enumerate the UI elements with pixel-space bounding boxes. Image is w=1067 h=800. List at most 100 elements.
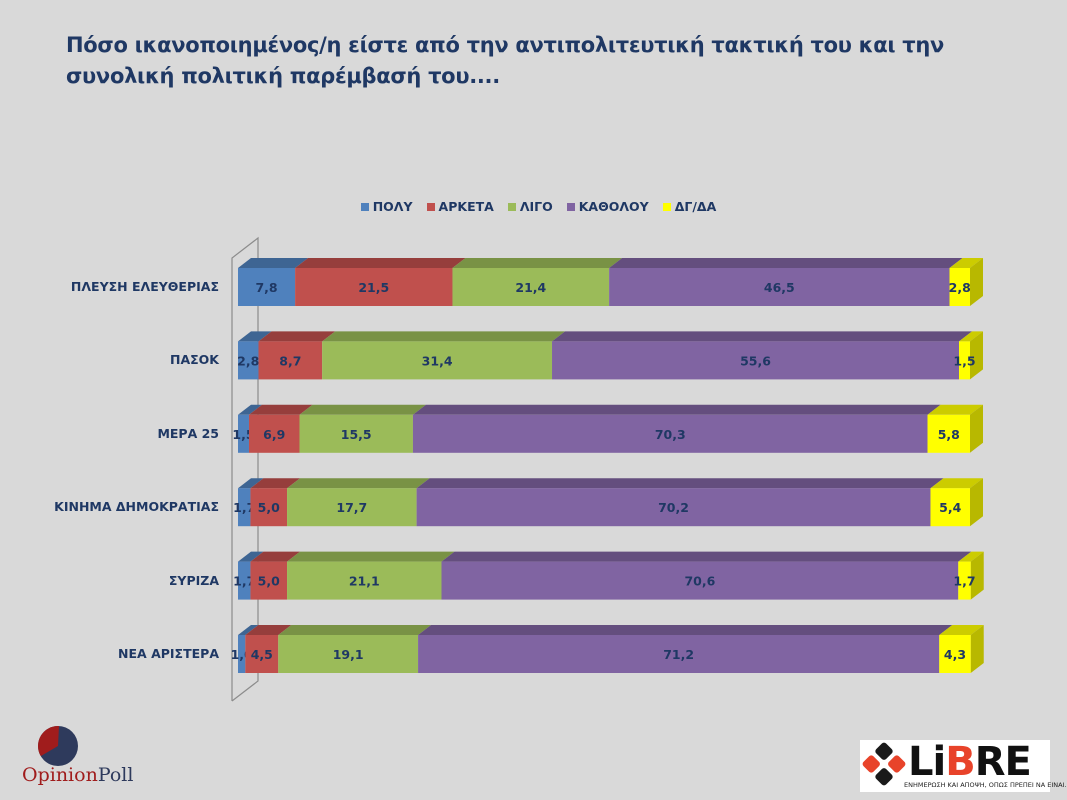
bar-top-face (299, 404, 426, 415)
bar-top-face (287, 478, 430, 489)
data-label: 70,3 (655, 427, 686, 442)
bar-segment (245, 625, 292, 673)
bar-segment (238, 625, 259, 673)
data-label: 71,2 (663, 647, 694, 662)
bar-top-face (441, 551, 972, 562)
bar-top-face (552, 331, 973, 342)
bar-top-face (238, 478, 264, 489)
bar-side-face (970, 625, 984, 673)
legend-item: ΑΡΚΕΤΑ (426, 199, 494, 214)
bar-segment (441, 551, 972, 600)
libre-tagline: ΕΝΗΜΕΡΩΣΗ ΚΑΙ ΑΠΟΨΗ, ΟΠΩΣ ΠΡΕΠΕΙ ΝΑ ΕΙΝΑ… (904, 781, 1067, 789)
bar-front-face (250, 488, 288, 527)
chart-title: Πόσο ικανοποιημένος/η είστε από την αντι… (66, 33, 945, 88)
category-label: ΠΛΕΥΣΗ ΕΛΕΥΘΕΡΙΑΣ (70, 279, 219, 294)
bar-top-face (287, 551, 455, 562)
bar-top-face (250, 478, 301, 489)
libre-logo-word: LiBRE (908, 739, 1032, 785)
bar-top-face (949, 258, 983, 268)
data-label: 1,5 (953, 353, 975, 368)
bar-segment (258, 331, 336, 380)
bar-front-face (245, 635, 279, 673)
bar-top-face (416, 478, 944, 489)
bar-top-face (238, 625, 259, 635)
bar-top-face (238, 551, 264, 562)
bar-top-face (959, 331, 983, 342)
opinionpoll-logo-text: OpinionPoll (22, 764, 133, 786)
bar-top-face (418, 625, 953, 635)
bar-top-face (295, 258, 466, 268)
legend-label: ΠΟΛΥ (372, 199, 413, 214)
bar-segment (416, 478, 944, 527)
bar-segment (930, 478, 983, 527)
bar-top-face (258, 331, 336, 342)
legend-swatch (662, 202, 671, 211)
legend-swatch (566, 202, 575, 211)
bar-front-face (238, 635, 246, 673)
bar-side-face (970, 331, 983, 380)
bar-front-face (949, 268, 970, 306)
data-label: 5,4 (939, 500, 961, 515)
bar-segment (418, 625, 953, 673)
bar-segment (452, 258, 623, 306)
data-label: 21,1 (349, 574, 380, 589)
bar-front-face (959, 341, 970, 380)
data-label: 46,5 (764, 280, 795, 295)
pie-logo-slice (37, 726, 59, 757)
legend-item: ΛΙΓΟ (507, 199, 553, 214)
bar-top-face (609, 258, 963, 268)
bar-top-face (238, 258, 309, 268)
bar-front-face (416, 488, 931, 527)
data-label: 19,1 (333, 647, 364, 662)
bar-front-face (927, 414, 970, 453)
bar-front-face (609, 268, 950, 306)
bar-segment (250, 478, 301, 527)
bar-segment (412, 404, 941, 453)
bar-front-face (287, 561, 442, 600)
bar-top-face (278, 625, 432, 635)
bar-front-face (412, 414, 928, 453)
legend-item: ΚΑΘΟΛΟΥ (566, 199, 649, 214)
bar-front-face (552, 341, 960, 380)
data-label: 1,7 (953, 574, 975, 589)
bar-top-face (250, 551, 301, 562)
bar-top-face (930, 478, 983, 489)
chart-legend: ΠΟΛΥ ΑΡΚΕΤΑ ΛΙΓΟ ΚΑΘΟΛΟΥ ΔΓ/ΔΑ (0, 199, 1067, 214)
bar-front-face (299, 414, 413, 453)
libre-word-c: RE (974, 739, 1032, 785)
bar-front-face (238, 414, 249, 453)
legend-label: ΔΓ/ΔΑ (674, 199, 717, 214)
bar-segment (248, 404, 313, 453)
data-label: 4,5 (251, 647, 273, 662)
data-label: 5,8 (938, 427, 960, 442)
category-label: ΚΙΝΗΜΑ ΔΗΜΟΚΡΑΤΙΑΣ (54, 499, 219, 515)
bar-front-face (939, 635, 971, 673)
legend-label: ΛΙΓΟ (519, 199, 553, 214)
bar-front-face (418, 635, 940, 673)
bar-top-face (958, 551, 984, 562)
bar-side-face (970, 404, 983, 453)
data-label: 17,7 (336, 500, 367, 515)
data-label: 21,4 (515, 280, 546, 295)
bar-segment (238, 331, 272, 380)
data-label: 70,6 (684, 574, 715, 589)
bar-segment (238, 478, 264, 527)
bar-top-face (238, 331, 272, 342)
bar-front-face (258, 341, 323, 380)
data-label: 5,0 (258, 574, 280, 589)
bar-segment (295, 258, 466, 306)
opinionpoll-logo-part2: Poll (97, 764, 134, 786)
legend-item: ΠΟΛΥ (360, 199, 413, 214)
data-label: 6,9 (263, 427, 285, 442)
bar-segment (287, 551, 455, 600)
bar-top-face (452, 258, 623, 268)
legend-label: ΚΑΘΟΛΟΥ (578, 199, 649, 214)
bar-front-face (238, 488, 251, 527)
bar-front-face (278, 635, 419, 673)
libre-word-a: Li (908, 739, 946, 785)
libre-logo: LiBRE ΕΝΗΜΕΡΩΣΗ ΚΑΙ ΑΠΟΨΗ, ΟΠΩΣ ΠΡΕΠΕΙ Ν… (860, 739, 1067, 792)
bar-segment (238, 404, 262, 453)
bar-side-face (970, 551, 984, 600)
bar-top-face (238, 404, 262, 415)
bar-top-face (245, 625, 292, 635)
